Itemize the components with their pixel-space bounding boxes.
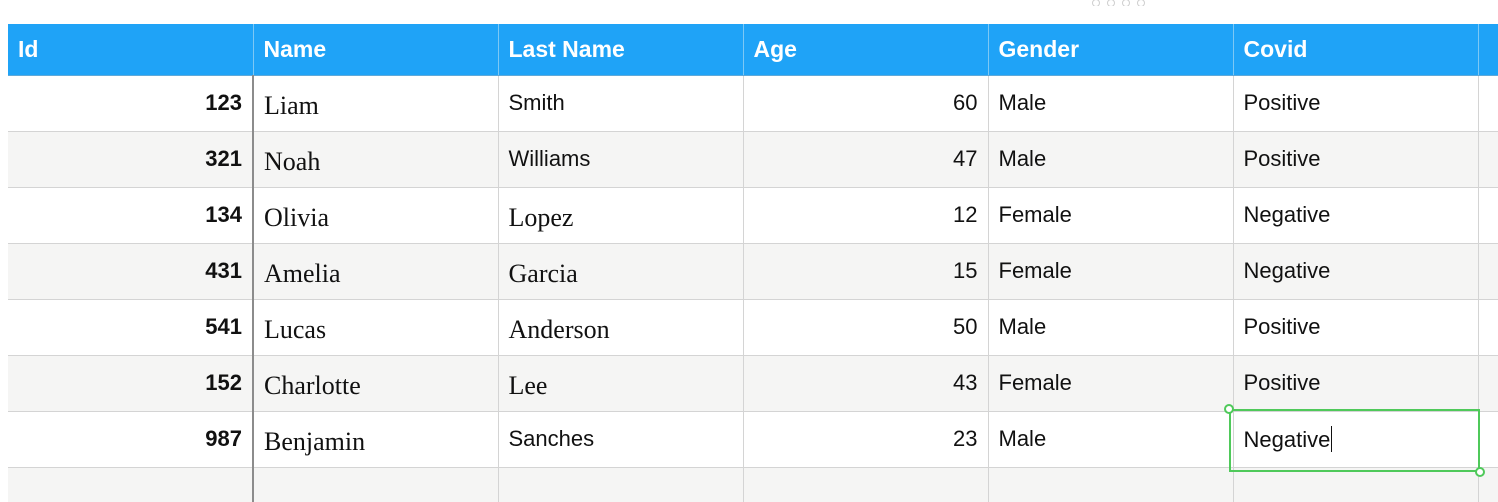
cell-name[interactable]: Olivia: [253, 187, 499, 244]
cell-id[interactable]: 987: [8, 411, 254, 468]
cell-covid[interactable]: Negative: [1233, 187, 1479, 244]
table-row: 431 Amelia Garcia 15 Female Negative: [8, 243, 1498, 300]
column-header-extra[interactable]: [1478, 24, 1498, 76]
table-row: 152 Charlotte Lee 43 Female Positive: [8, 355, 1498, 412]
cell-id[interactable]: 134: [8, 187, 254, 244]
selection-handle-bottom-right[interactable]: [1475, 467, 1485, 477]
cell-gender[interactable]: Female: [988, 355, 1234, 412]
cell-id[interactable]: 123: [8, 75, 254, 132]
cell-gender[interactable]: Male: [988, 75, 1234, 132]
cell-gender[interactable]: Male: [988, 299, 1234, 356]
column-header-id[interactable]: Id: [8, 24, 254, 76]
cell-age[interactable]: 50: [743, 299, 989, 356]
top-toolbar-residue: [0, 0, 1498, 24]
cell-name[interactable]: Charlotte: [253, 355, 499, 412]
header-row: Id Name Last Name Age Gender Covid: [8, 24, 1498, 76]
cell-gender[interactable]: Male: [988, 131, 1234, 188]
cell-name[interactable]: Amelia: [253, 243, 499, 300]
column-header-covid[interactable]: Covid: [1233, 24, 1479, 76]
cell-last-name[interactable]: Anderson: [498, 299, 744, 356]
cell-empty[interactable]: [988, 467, 1234, 502]
cell-id[interactable]: 541: [8, 299, 254, 356]
cell-edit-text[interactable]: Negative: [1243, 426, 1331, 452]
cell-name[interactable]: Benjamin: [253, 411, 499, 468]
empty-row: [8, 467, 1498, 502]
column-header-gender[interactable]: Gender: [988, 24, 1234, 76]
table-row: 134 Olivia Lopez 12 Female Negative: [8, 187, 1498, 244]
cell-last-name[interactable]: Lopez: [498, 187, 744, 244]
toolbar-dot-icon: [1122, 0, 1130, 6]
cell-empty[interactable]: [253, 467, 499, 502]
selection-handle-top-left[interactable]: [1224, 404, 1234, 414]
cell-id[interactable]: 321: [8, 131, 254, 188]
cell-extra[interactable]: [1478, 299, 1498, 356]
cell-covid[interactable]: Positive: [1233, 355, 1479, 412]
cell-age[interactable]: 15: [743, 243, 989, 300]
cell-gender[interactable]: Female: [988, 243, 1234, 300]
cell-name[interactable]: Noah: [253, 131, 499, 188]
cell-age[interactable]: 12: [743, 187, 989, 244]
cell-empty[interactable]: [743, 467, 989, 502]
cell-id[interactable]: 431: [8, 243, 254, 300]
cell-gender[interactable]: Male: [988, 411, 1234, 468]
cell-last-name[interactable]: Lee: [498, 355, 744, 412]
cell-covid-editing[interactable]: Negative: [1233, 411, 1479, 468]
cell-age[interactable]: 43: [743, 355, 989, 412]
toolbar-dot-icon: [1107, 0, 1115, 6]
table-row: 321 Noah Williams 47 Male Positive: [8, 131, 1498, 188]
toolbar-controls-residue: [1092, 0, 1162, 6]
cell-name[interactable]: Liam: [253, 75, 499, 132]
cell-empty[interactable]: [498, 467, 744, 502]
cell-last-name[interactable]: Garcia: [498, 243, 744, 300]
cell-extra[interactable]: [1478, 187, 1498, 244]
text-caret: [1331, 425, 1333, 452]
cell-covid[interactable]: Positive: [1233, 75, 1479, 132]
cell-extra[interactable]: [1478, 131, 1498, 188]
cell-covid[interactable]: Positive: [1233, 299, 1479, 356]
column-header-age[interactable]: Age: [743, 24, 989, 76]
toolbar-dot-icon: [1137, 0, 1145, 6]
cell-last-name[interactable]: Smith: [498, 75, 744, 132]
cell-last-name[interactable]: Sanches: [498, 411, 744, 468]
cell-extra[interactable]: [1478, 243, 1498, 300]
cell-age[interactable]: 60: [743, 75, 989, 132]
patient-table: Id Name Last Name Age Gender Covid 123 L…: [8, 24, 1498, 502]
cell-extra[interactable]: [1478, 75, 1498, 132]
cell-id[interactable]: 152: [8, 355, 254, 412]
table-row: 123 Liam Smith 60 Male Positive: [8, 75, 1498, 132]
cell-extra[interactable]: [1478, 411, 1498, 468]
cell-age[interactable]: 47: [743, 131, 989, 188]
cell-name[interactable]: Lucas: [253, 299, 499, 356]
cell-covid[interactable]: Negative: [1233, 243, 1479, 300]
toolbar-dot-icon: [1092, 0, 1100, 6]
cell-id-empty[interactable]: [8, 467, 254, 502]
cell-gender[interactable]: Female: [988, 187, 1234, 244]
cell-last-name[interactable]: Williams: [498, 131, 744, 188]
cell-age[interactable]: 23: [743, 411, 989, 468]
table-row: 541 Lucas Anderson 50 Male Positive: [8, 299, 1498, 356]
table-row: 987 Benjamin Sanches 23 Male Negative: [8, 411, 1498, 468]
column-header-name[interactable]: Name: [253, 24, 499, 76]
cell-covid[interactable]: Positive: [1233, 131, 1479, 188]
cell-extra[interactable]: [1478, 355, 1498, 412]
column-header-last-name[interactable]: Last Name: [498, 24, 744, 76]
cell-empty[interactable]: [1233, 467, 1479, 502]
